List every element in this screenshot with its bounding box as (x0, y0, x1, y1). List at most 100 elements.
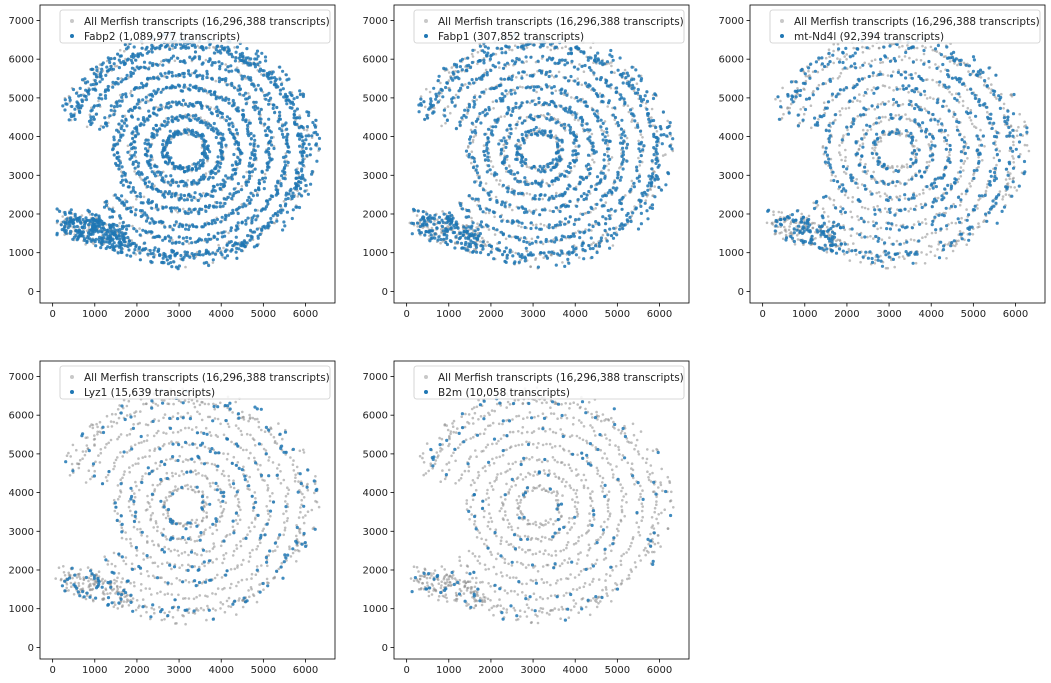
point-all-transcripts (576, 77, 579, 80)
point-all-transcripts (494, 195, 498, 199)
point-gene (132, 251, 136, 255)
point-gene (235, 256, 239, 260)
point-all-transcripts (174, 209, 177, 212)
point-gene (112, 246, 116, 250)
point-gene (91, 222, 96, 226)
point-gene (258, 67, 263, 71)
point-gene (190, 198, 194, 202)
point-gene (137, 247, 141, 251)
point-gene (301, 145, 305, 149)
point-gene (146, 142, 150, 146)
point-gene (497, 142, 501, 146)
point-gene (164, 44, 168, 48)
point-all-transcripts (511, 208, 514, 212)
point-gene (595, 109, 599, 113)
point-gene (508, 123, 512, 128)
point-gene (236, 190, 241, 194)
point-gene (165, 58, 169, 62)
point-all-transcripts (591, 158, 594, 162)
point-all-transcripts (470, 52, 474, 56)
point-gene (252, 214, 256, 218)
point-gene (605, 130, 609, 134)
point-gene (305, 125, 309, 129)
point-gene (543, 208, 547, 212)
point-gene (152, 89, 156, 93)
point-all-transcripts (222, 246, 225, 250)
point-gene (498, 215, 503, 219)
point-gene (144, 138, 148, 142)
point-gene (143, 119, 147, 123)
point-gene (72, 225, 76, 229)
point-gene (171, 180, 175, 185)
point-gene (224, 143, 228, 147)
point-all-transcripts (217, 243, 220, 247)
point-gene (161, 142, 165, 147)
point-gene (577, 144, 581, 148)
point-gene (538, 193, 542, 197)
point-gene (148, 61, 152, 65)
point-gene (203, 222, 207, 226)
point-gene (613, 180, 617, 184)
point-gene (281, 135, 286, 139)
point-gene (507, 108, 511, 112)
point-gene (595, 175, 600, 179)
point-gene (470, 130, 474, 134)
point-gene (186, 211, 190, 216)
point-gene (567, 171, 571, 175)
point-gene (97, 216, 101, 220)
point-gene (113, 56, 117, 61)
point-gene (198, 73, 202, 77)
point-gene (529, 226, 533, 231)
point-gene (179, 193, 183, 197)
point-all-transcripts (624, 194, 627, 197)
point-gene (291, 191, 295, 195)
point-gene (132, 45, 136, 49)
point-all-transcripts (529, 265, 532, 268)
point-gene (516, 171, 520, 175)
point-gene (116, 52, 120, 56)
point-gene (537, 130, 542, 134)
point-gene (106, 69, 110, 73)
x-tick-label: 4000 (208, 309, 233, 320)
point-gene (63, 225, 67, 229)
point-gene (499, 151, 503, 156)
point-gene (311, 120, 315, 125)
point-all-transcripts (204, 172, 208, 175)
point-gene (591, 87, 595, 91)
point-gene (182, 59, 186, 63)
point-gene (263, 226, 267, 230)
point-gene (515, 86, 520, 90)
point-gene (129, 209, 133, 214)
point-all-transcripts (263, 172, 267, 176)
point-all-transcripts (250, 174, 254, 178)
point-gene (611, 186, 615, 190)
point-all-transcripts (525, 60, 528, 63)
point-gene (74, 91, 79, 95)
point-gene (207, 90, 211, 94)
point-gene (58, 209, 62, 213)
point-all-transcripts (641, 136, 644, 139)
point-gene (211, 204, 215, 208)
point-gene (499, 148, 503, 152)
point-gene (233, 242, 237, 246)
point-all-transcripts (490, 172, 493, 176)
point-all-transcripts (219, 159, 222, 163)
point-gene (183, 250, 187, 254)
point-gene (249, 191, 253, 195)
point-gene (100, 67, 104, 71)
point-gene (508, 203, 512, 207)
point-gene (216, 44, 220, 48)
point-gene (120, 165, 124, 169)
point-gene (468, 141, 472, 145)
point-gene (179, 253, 183, 258)
point-gene (75, 224, 79, 229)
point-gene (223, 201, 227, 206)
point-all-transcripts (503, 115, 507, 118)
point-gene (515, 123, 519, 127)
point-gene (155, 165, 159, 169)
point-gene (159, 72, 163, 76)
point-gene (572, 222, 576, 226)
point-gene (130, 131, 134, 135)
point-all-transcripts (135, 198, 138, 201)
point-all-transcripts (472, 135, 476, 139)
